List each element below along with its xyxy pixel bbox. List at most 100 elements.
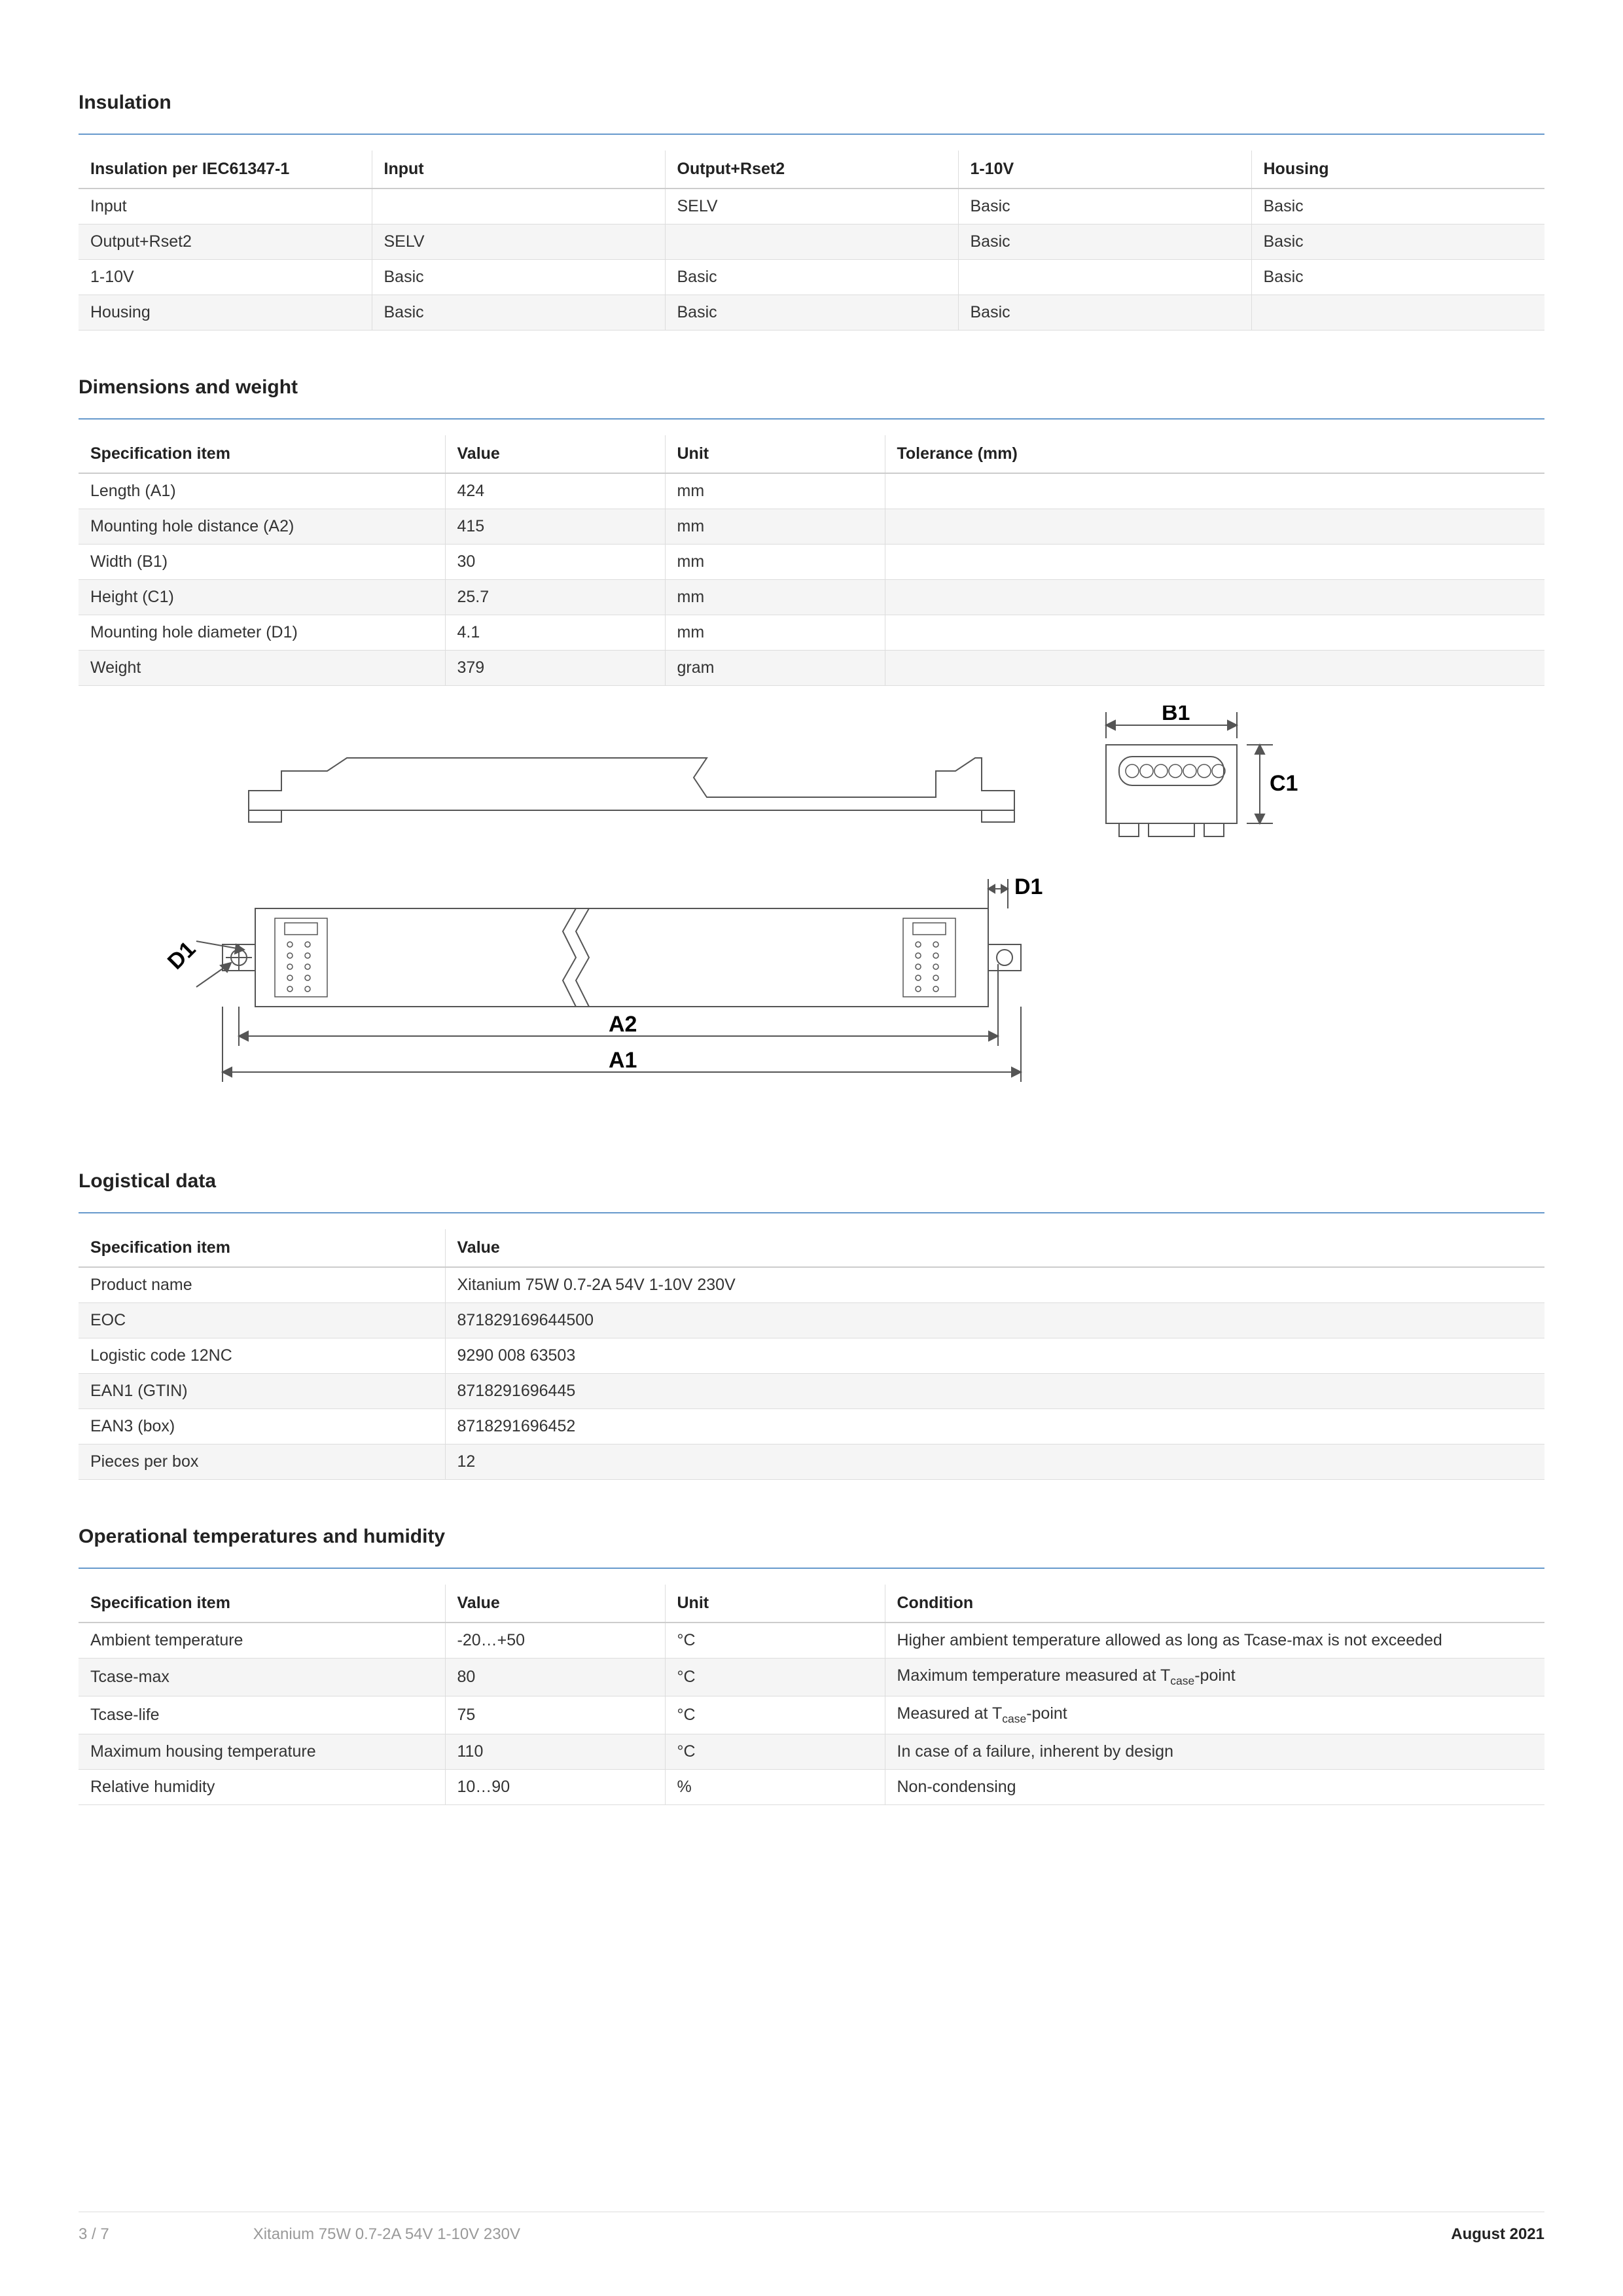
dimensions-table: Specification item Value Unit Tolerance … bbox=[79, 435, 1544, 686]
table-cell: 415 bbox=[445, 509, 665, 545]
table-cell: 110 bbox=[445, 1734, 665, 1770]
section-title-operational: Operational temperatures and humidity bbox=[79, 1526, 1544, 1548]
label-c1: C1 bbox=[1270, 771, 1298, 796]
table-cell: Product name bbox=[79, 1267, 445, 1303]
th: Specification item bbox=[79, 1585, 445, 1623]
table-cell: Basic bbox=[958, 224, 1251, 260]
table-cell: 25.7 bbox=[445, 580, 665, 615]
table-cell: Logistic code 12NC bbox=[79, 1338, 445, 1374]
table-cell: In case of a failure, inherent by design bbox=[885, 1734, 1544, 1770]
table-cell: Higher ambient temperature allowed as lo… bbox=[885, 1623, 1544, 1659]
table-cell: mm bbox=[665, 545, 885, 580]
divider bbox=[79, 418, 1544, 420]
table-cell: °C bbox=[665, 1659, 885, 1696]
th: 1-10V bbox=[958, 151, 1251, 188]
footer: 3 / 7 Xitanium 75W 0.7-2A 54V 1-10V 230V… bbox=[79, 2212, 1544, 2244]
table-cell: Tcase-life bbox=[79, 1696, 445, 1734]
th: Value bbox=[445, 1229, 1544, 1267]
table-cell: Tcase-max bbox=[79, 1659, 445, 1696]
table-cell: 8718291696445 bbox=[445, 1374, 1544, 1409]
table-cell: 4.1 bbox=[445, 615, 665, 651]
table-cell: Basic bbox=[665, 295, 958, 331]
table-cell: 30 bbox=[445, 545, 665, 580]
table-cell: 10…90 bbox=[445, 1770, 665, 1805]
table-cell: EAN3 (box) bbox=[79, 1409, 445, 1444]
table-cell: Basic bbox=[958, 295, 1251, 331]
table-cell: Mounting hole diameter (D1) bbox=[79, 615, 445, 651]
table-row: EAN3 (box)8718291696452 bbox=[79, 1409, 1544, 1444]
table-cell: gram bbox=[665, 651, 885, 686]
table-row: Output+Rset2SELV BasicBasic bbox=[79, 224, 1544, 260]
table-row: 1-10VBasicBasicBasic bbox=[79, 260, 1544, 295]
table-cell: 871829169644500 bbox=[445, 1303, 1544, 1338]
table-row: Mounting hole diameter (D1)4.1mm bbox=[79, 615, 1544, 651]
table-cell: Xitanium 75W 0.7-2A 54V 1-10V 230V bbox=[445, 1267, 1544, 1303]
th: Insulation per IEC61347-1 bbox=[79, 151, 372, 188]
table-cell: °C bbox=[665, 1623, 885, 1659]
table-row: EOC871829169644500 bbox=[79, 1303, 1544, 1338]
table-cell bbox=[885, 615, 1544, 651]
table-cell: Relative humidity bbox=[79, 1770, 445, 1805]
th: Input bbox=[372, 151, 665, 188]
table-cell: Basic bbox=[1251, 260, 1544, 295]
table-cell: Basic bbox=[1251, 224, 1544, 260]
table-cell bbox=[665, 224, 958, 260]
table-row: Mounting hole distance (A2)415mm bbox=[79, 509, 1544, 545]
table-cell: EOC bbox=[79, 1303, 445, 1338]
table-cell: 75 bbox=[445, 1696, 665, 1734]
table-row: Height (C1)25.7mm bbox=[79, 580, 1544, 615]
table-cell bbox=[1251, 295, 1544, 331]
tbody: InputSELVBasicBasicOutput+Rset2SELVBasic… bbox=[79, 188, 1544, 331]
label-a1: A1 bbox=[609, 1048, 637, 1073]
operational-table: Specification item Value Unit Condition … bbox=[79, 1585, 1544, 1805]
section-title-dimensions: Dimensions and weight bbox=[79, 376, 1544, 399]
table-cell: °C bbox=[665, 1696, 885, 1734]
table-row: Relative humidity10…90%Non-condensing bbox=[79, 1770, 1544, 1805]
table-cell: mm bbox=[665, 473, 885, 509]
table-cell: 379 bbox=[445, 651, 665, 686]
table-row: Pieces per box12 bbox=[79, 1444, 1544, 1480]
table-cell: Mounting hole distance (A2) bbox=[79, 509, 445, 545]
footer-page: 3 / 7 bbox=[79, 2225, 109, 2244]
tbody: Ambient temperature-20…+50°CHigher ambie… bbox=[79, 1623, 1544, 1805]
table-cell: Basic bbox=[665, 260, 958, 295]
table-cell: Basic bbox=[372, 260, 665, 295]
table-cell: Measured at Tcase-point bbox=[885, 1696, 1544, 1734]
table-cell: 424 bbox=[445, 473, 665, 509]
table-cell: 12 bbox=[445, 1444, 1544, 1480]
table-cell bbox=[885, 651, 1544, 686]
label-a2: A2 bbox=[609, 1012, 637, 1037]
table-row: HousingBasicBasicBasic bbox=[79, 295, 1544, 331]
table-cell: -20…+50 bbox=[445, 1623, 665, 1659]
table-row: Product nameXitanium 75W 0.7-2A 54V 1-10… bbox=[79, 1267, 1544, 1303]
label-b1: B1 bbox=[1162, 706, 1190, 725]
label-d1-top: D1 bbox=[1014, 874, 1043, 899]
label-d1-left: D1 bbox=[163, 937, 201, 975]
table-row: Maximum housing temperature110°CIn case … bbox=[79, 1734, 1544, 1770]
table-cell bbox=[885, 580, 1544, 615]
table-cell: SELV bbox=[372, 224, 665, 260]
table-cell: % bbox=[665, 1770, 885, 1805]
table-cell: EAN1 (GTIN) bbox=[79, 1374, 445, 1409]
table-cell: Non-condensing bbox=[885, 1770, 1544, 1805]
table-cell: Output+Rset2 bbox=[79, 224, 372, 260]
table-cell: Pieces per box bbox=[79, 1444, 445, 1480]
table-row: Tcase-life75°CMeasured at Tcase-point bbox=[79, 1696, 1544, 1734]
table-cell: Maximum temperature measured at Tcase-po… bbox=[885, 1659, 1544, 1696]
table-cell bbox=[885, 545, 1544, 580]
logistical-table: Specification item Value Product nameXit… bbox=[79, 1229, 1544, 1480]
table-cell: mm bbox=[665, 509, 885, 545]
table-cell: mm bbox=[665, 580, 885, 615]
section-operational: Operational temperatures and humidity Sp… bbox=[79, 1526, 1544, 1805]
dimensions-diagram: B1 C1 bbox=[79, 706, 1544, 1111]
th: Tolerance (mm) bbox=[885, 435, 1544, 473]
table-row: Tcase-max80°CMaximum temperature measure… bbox=[79, 1659, 1544, 1696]
th: Unit bbox=[665, 435, 885, 473]
th: Housing bbox=[1251, 151, 1544, 188]
table-row: Width (B1)30mm bbox=[79, 545, 1544, 580]
table-cell: mm bbox=[665, 615, 885, 651]
th: Specification item bbox=[79, 435, 445, 473]
section-logistical: Logistical data Specification item Value… bbox=[79, 1170, 1544, 1480]
th: Unit bbox=[665, 1585, 885, 1623]
th: Output+Rset2 bbox=[665, 151, 958, 188]
